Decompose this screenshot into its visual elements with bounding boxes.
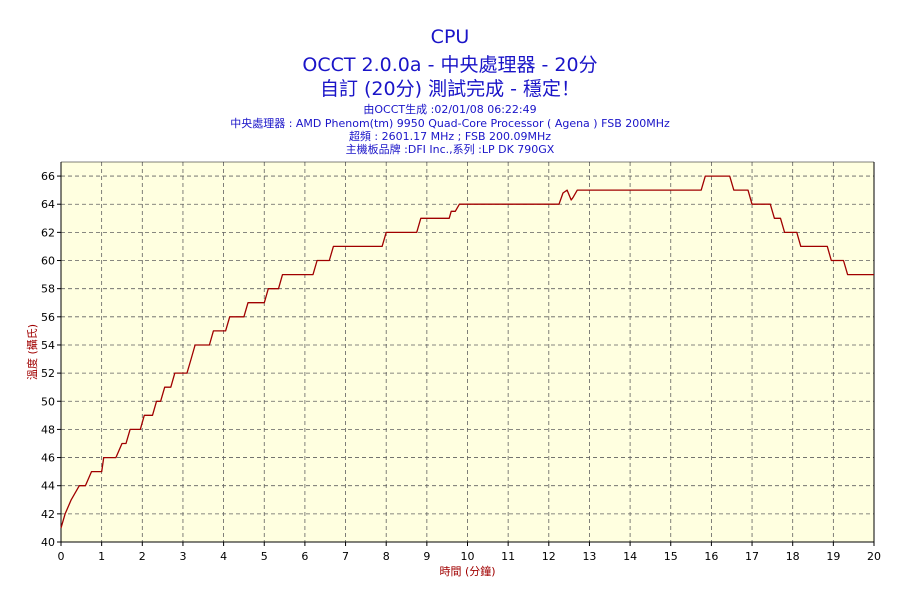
x-tick-label: 20 bbox=[867, 550, 881, 563]
y-tick-label: 52 bbox=[41, 367, 55, 380]
chart-subtitle-status: 自訂 (20分) 測試完成 - 穩定！ bbox=[319, 78, 581, 100]
info-cpu: 中央處理器 : AMD Phenom(tm) 9950 Quad-Core Pr… bbox=[230, 117, 670, 130]
y-tick-label: 46 bbox=[41, 452, 55, 465]
y-tick-label: 62 bbox=[41, 226, 55, 239]
y-tick-label: 60 bbox=[41, 255, 55, 268]
x-tick-label: 18 bbox=[786, 550, 800, 563]
x-tick-label: 16 bbox=[704, 550, 718, 563]
x-tick-label: 15 bbox=[664, 550, 678, 563]
x-tick-label: 6 bbox=[301, 550, 308, 563]
x-tick-label: 17 bbox=[745, 550, 759, 563]
x-tick-label: 5 bbox=[261, 550, 268, 563]
x-tick-label: 12 bbox=[542, 550, 556, 563]
x-tick-label: 4 bbox=[220, 550, 227, 563]
chart-title: CPU bbox=[430, 26, 470, 48]
series-line bbox=[60, 175, 874, 529]
y-tick-label: 58 bbox=[41, 283, 55, 296]
x-tick-label: 19 bbox=[826, 550, 840, 563]
y-tick-label: 40 bbox=[41, 536, 55, 549]
x-axis-label: 時間 (分鐘) bbox=[439, 564, 495, 578]
x-tick-label: 8 bbox=[383, 550, 390, 563]
info-motherboard: 主機板品牌 :DFI Inc.,系列 :LP DK 790GX bbox=[345, 143, 555, 156]
x-tick-label: 3 bbox=[179, 550, 186, 563]
y-tick-label: 50 bbox=[41, 395, 55, 408]
x-tick-label: 2 bbox=[139, 550, 146, 563]
info-clock: 超頻 : 2601.17 MHz ; FSB 200.09MHz bbox=[348, 130, 552, 143]
y-tick-label: 54 bbox=[41, 339, 55, 352]
y-tick-label: 66 bbox=[41, 170, 55, 183]
y-axis-label: 溫度 (攝氏) bbox=[25, 324, 39, 380]
x-tick-label: 14 bbox=[623, 550, 637, 563]
x-tick-label: 0 bbox=[58, 550, 65, 563]
y-tick-label: 56 bbox=[41, 311, 55, 324]
y-tick-label: 42 bbox=[41, 508, 55, 521]
chart-subtitle-test: OCCT 2.0.0a - 中央處理器 - 20分 bbox=[302, 54, 598, 76]
x-tick-label: 9 bbox=[423, 550, 430, 563]
x-tick-label: 13 bbox=[582, 550, 596, 563]
y-tick-label: 48 bbox=[41, 423, 55, 436]
x-tick-label: 10 bbox=[461, 550, 475, 563]
x-tick-label: 11 bbox=[501, 550, 515, 563]
y-tick-label: 64 bbox=[41, 198, 55, 211]
x-tick-label: 7 bbox=[342, 550, 349, 563]
y-tick-label: 44 bbox=[41, 480, 55, 493]
x-tick-label: 1 bbox=[98, 550, 105, 563]
info-generated: 由OCCT生成 :02/01/08 06:22:49 bbox=[363, 103, 537, 116]
